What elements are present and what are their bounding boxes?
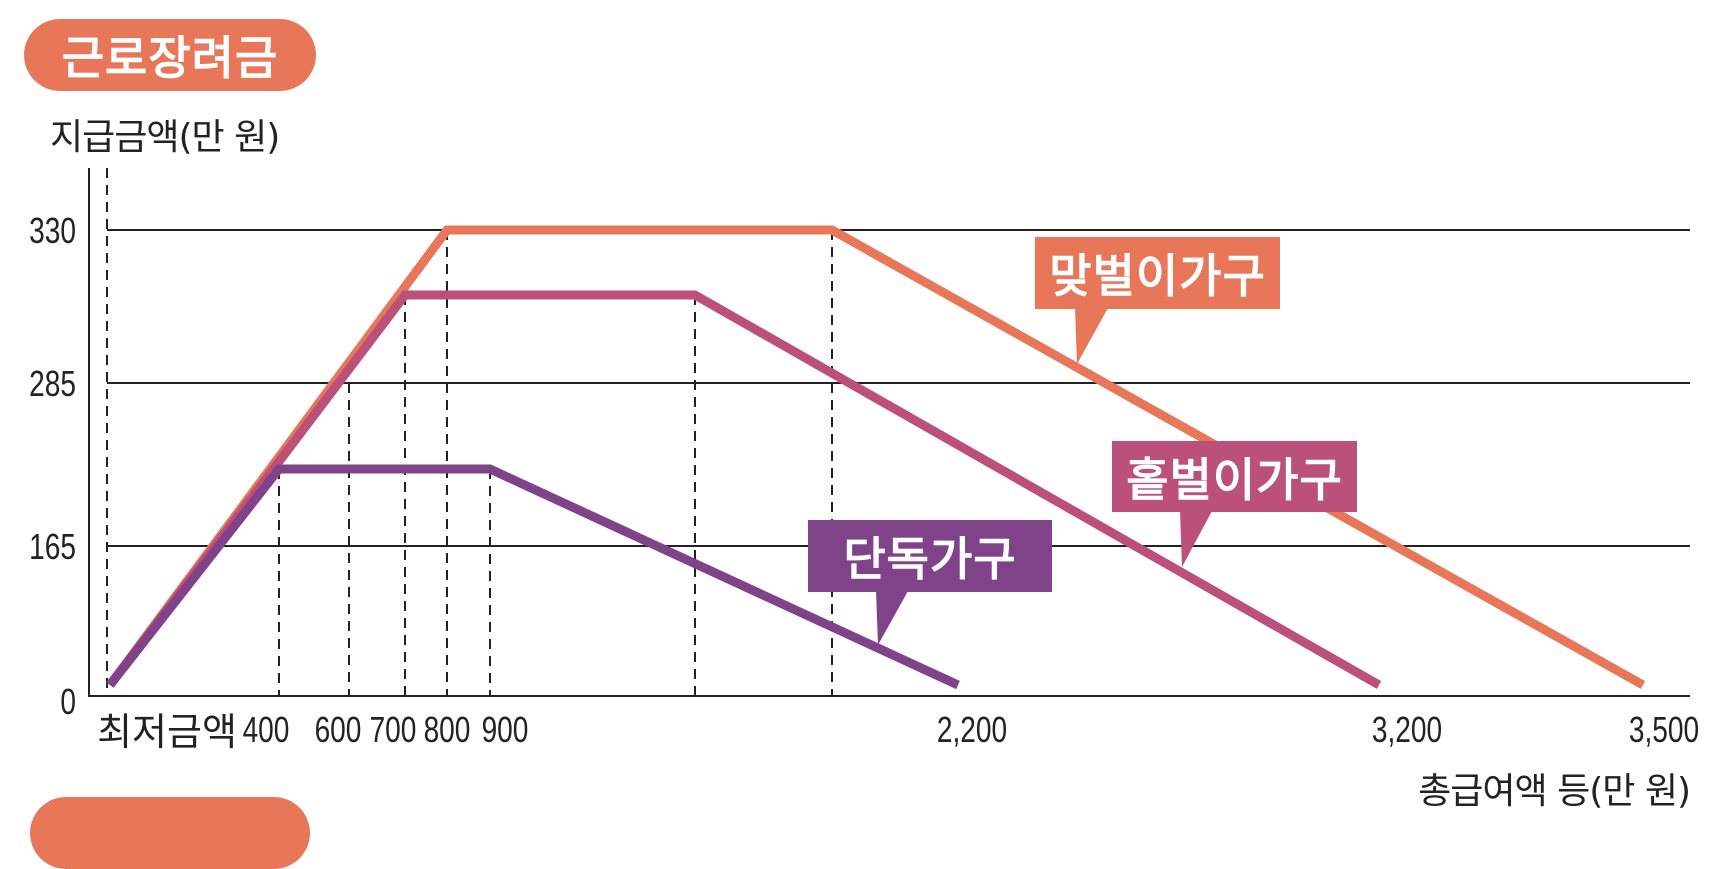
svg-text:0: 0 bbox=[60, 682, 76, 722]
series-dual bbox=[106, 225, 1646, 689]
dashed-guides bbox=[106, 168, 833, 696]
next-section-pill bbox=[30, 797, 310, 869]
series-single bbox=[106, 464, 960, 690]
x-axis-label: 총급여액 등(만 원) bbox=[1418, 771, 1691, 812]
y-tick-labels: 330 285 165 0 bbox=[29, 211, 76, 722]
legend-callout-single: 단독가구 bbox=[808, 520, 1052, 592]
svg-text:165: 165 bbox=[29, 527, 76, 567]
x-tick-labels: 최저금액 400 600 700 800 900 2,200 3,200 3,5… bbox=[97, 710, 1699, 754]
svg-text:3,500: 3,500 bbox=[1629, 710, 1699, 750]
callout-tail-single-earner bbox=[1180, 511, 1212, 567]
svg-text:800: 800 bbox=[424, 710, 471, 750]
legend-callout-dual: 맞벌이가구 bbox=[1035, 237, 1280, 309]
gridlines bbox=[89, 229, 1690, 697]
svg-text:600: 600 bbox=[315, 710, 362, 750]
svg-text:3,200: 3,200 bbox=[1372, 710, 1442, 750]
svg-text:최저금액: 최저금액 bbox=[97, 710, 237, 754]
svg-text:900: 900 bbox=[482, 710, 529, 750]
chart-title-pill: 근로장려금 bbox=[24, 19, 316, 91]
callout-tail-dual bbox=[1075, 308, 1108, 364]
svg-text:285: 285 bbox=[29, 364, 76, 404]
svg-text:330: 330 bbox=[29, 211, 76, 251]
svg-text:400: 400 bbox=[243, 710, 290, 750]
chart-canvas: 330 285 165 0 최저금액 400 600 700 800 900 2… bbox=[29, 168, 1699, 754]
svg-text:700: 700 bbox=[370, 710, 417, 750]
y-axis-label: 지급금액(만 원) bbox=[50, 117, 280, 158]
svg-text:2,200: 2,200 bbox=[937, 710, 1007, 750]
legend-callout-single-earner: 홑벌이가구 bbox=[1112, 441, 1357, 512]
callout-tail-single bbox=[876, 591, 908, 645]
